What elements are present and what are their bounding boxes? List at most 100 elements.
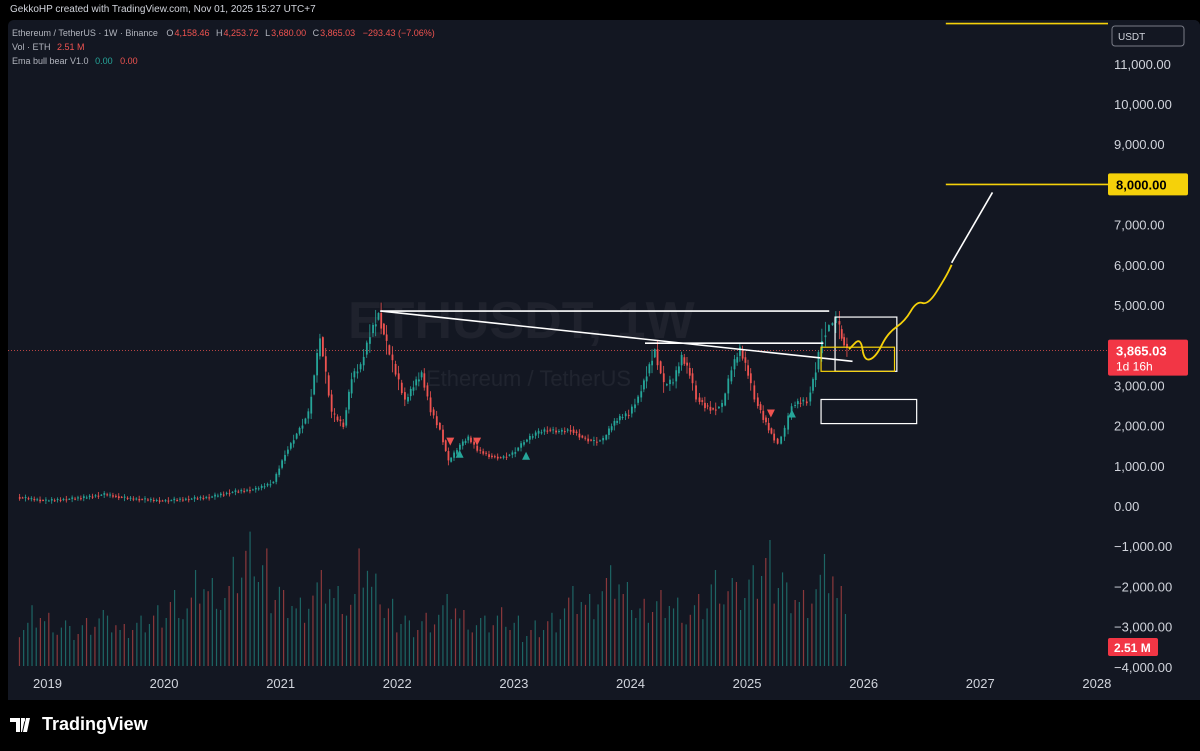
candle-body bbox=[517, 447, 520, 451]
volume-bar bbox=[178, 618, 180, 666]
candle-body bbox=[126, 497, 129, 499]
annotation-box[interactable] bbox=[820, 346, 896, 372]
candle-body bbox=[24, 497, 27, 499]
volume-bar bbox=[379, 604, 381, 666]
candle-body bbox=[141, 499, 144, 501]
volume-bar bbox=[241, 577, 243, 666]
candle-body bbox=[249, 490, 251, 492]
candle-body bbox=[202, 497, 205, 499]
candle-body bbox=[185, 498, 187, 500]
x-tick-label: 2022 bbox=[383, 676, 412, 691]
price-chart[interactable]: ETHUSDT, 1W Ethereum / TetherUS USDT 11,000… bbox=[8, 20, 1200, 700]
candle-body bbox=[802, 399, 805, 402]
candle-body bbox=[348, 391, 350, 410]
candle-body bbox=[714, 409, 717, 411]
candle-body bbox=[80, 498, 82, 500]
candle-body bbox=[214, 494, 216, 497]
candle-body bbox=[260, 485, 263, 488]
volume-bar bbox=[517, 615, 520, 666]
legend-volume-row[interactable]: Vol · ETH 2.51 M bbox=[12, 42, 89, 52]
candle-body bbox=[21, 497, 24, 499]
candle-body bbox=[53, 500, 56, 502]
legend-volume-label: Vol · ETH bbox=[12, 42, 51, 52]
candle-body bbox=[602, 438, 605, 441]
volume-bar bbox=[387, 608, 390, 666]
legend-change: −293.43 (−7.06%) bbox=[362, 28, 435, 38]
candle-body bbox=[780, 436, 783, 444]
last-price-tag[interactable] bbox=[1108, 339, 1188, 376]
candle-body bbox=[499, 457, 502, 459]
volume-tag-label: 2.51 M bbox=[1114, 641, 1151, 655]
candle-body bbox=[704, 402, 706, 409]
volume-bar bbox=[186, 608, 188, 666]
x-tick-label: 2021 bbox=[266, 676, 295, 691]
volume-bar bbox=[136, 622, 138, 666]
candle-body bbox=[147, 499, 149, 501]
volume-bar bbox=[631, 610, 633, 666]
candle-body bbox=[721, 403, 723, 407]
tradingview-brand[interactable]: TradingView bbox=[10, 714, 148, 735]
candle-body bbox=[528, 436, 531, 440]
candle-body bbox=[135, 498, 138, 500]
candle-body bbox=[587, 438, 590, 442]
chart-pane[interactable]: ETHUSDT, 1W Ethereum / TetherUS USDT 11,000… bbox=[8, 20, 1200, 700]
candle-body bbox=[767, 422, 770, 431]
volume-bar bbox=[115, 625, 117, 666]
legend-symbol[interactable]: Ethereum / TetherUS · 1W · Binance bbox=[12, 28, 158, 38]
projection-path[interactable] bbox=[848, 264, 953, 361]
candle-body bbox=[155, 499, 158, 501]
candle-body bbox=[605, 434, 608, 440]
currency-badge[interactable] bbox=[1111, 25, 1185, 47]
candle-body bbox=[287, 449, 289, 454]
volume-bar bbox=[165, 618, 167, 666]
volume-bar bbox=[576, 614, 578, 666]
annotation-trendline[interactable] bbox=[950, 192, 994, 264]
target-price-tag[interactable] bbox=[1108, 173, 1188, 196]
candle-body bbox=[514, 452, 517, 454]
volume-bar bbox=[371, 586, 373, 666]
candle-body bbox=[783, 427, 786, 437]
volume-tag[interactable] bbox=[1108, 638, 1158, 656]
volume-bar bbox=[488, 632, 490, 666]
candle-body bbox=[552, 429, 555, 431]
candle-body bbox=[240, 490, 243, 492]
volume-bar bbox=[702, 619, 704, 666]
volume-bar bbox=[735, 582, 738, 666]
volume-bar bbox=[358, 548, 360, 666]
volume-bar bbox=[710, 584, 712, 666]
volume-bar bbox=[291, 606, 293, 666]
volume-bar bbox=[375, 573, 377, 666]
candle-body bbox=[217, 495, 219, 497]
volume-bar bbox=[484, 615, 486, 666]
candle-body bbox=[753, 385, 756, 400]
volume-bar bbox=[106, 615, 109, 666]
candle-body bbox=[459, 444, 461, 450]
volume-bar bbox=[656, 601, 658, 666]
sell-signal-icon bbox=[446, 437, 455, 446]
buy-signal-icon bbox=[787, 409, 796, 418]
volume-bar bbox=[303, 622, 306, 666]
y-tick-label: 7,000.00 bbox=[1114, 218, 1165, 233]
candle-body bbox=[173, 498, 176, 501]
candle-body bbox=[464, 440, 467, 444]
candle-body bbox=[193, 497, 196, 499]
candle-body bbox=[485, 452, 488, 454]
candle-body bbox=[254, 487, 257, 490]
candle-body bbox=[225, 492, 228, 494]
candle-body bbox=[77, 497, 79, 499]
candle-body bbox=[324, 356, 327, 372]
volume-bar bbox=[660, 590, 662, 666]
volume-bar bbox=[509, 630, 511, 666]
candle-body bbox=[678, 366, 680, 374]
candle-body bbox=[205, 497, 208, 499]
candle-body bbox=[610, 426, 613, 431]
candle-body bbox=[805, 401, 808, 404]
volume-bar bbox=[706, 608, 708, 666]
volume-bar bbox=[635, 618, 637, 666]
legend-indicator-row[interactable]: Ema bull bear V1.0 0.00 0.00 bbox=[12, 56, 142, 66]
annotation-trendline[interactable] bbox=[380, 310, 853, 363]
candle-body bbox=[109, 494, 112, 496]
y-tick-label: 0.00 bbox=[1114, 499, 1139, 514]
candle-body bbox=[219, 493, 222, 496]
annotation-box[interactable] bbox=[820, 398, 918, 425]
